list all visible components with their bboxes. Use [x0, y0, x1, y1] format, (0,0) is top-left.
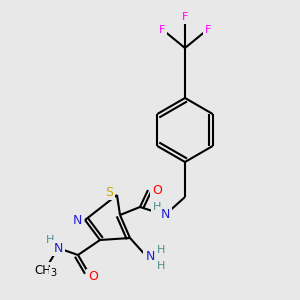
- Text: H: H: [153, 202, 161, 212]
- Text: H: H: [157, 261, 165, 271]
- Text: N: N: [53, 242, 63, 254]
- Text: O: O: [88, 271, 98, 284]
- Text: O: O: [152, 184, 162, 196]
- Text: F: F: [205, 25, 211, 35]
- Text: CH: CH: [34, 263, 52, 277]
- Text: 3: 3: [50, 268, 56, 278]
- Text: H: H: [157, 245, 165, 255]
- Text: N: N: [145, 250, 155, 263]
- Text: N: N: [160, 208, 170, 221]
- Text: F: F: [182, 12, 188, 22]
- Text: S: S: [105, 185, 113, 199]
- Text: H: H: [46, 235, 54, 245]
- Text: F: F: [159, 25, 165, 35]
- Text: N: N: [72, 214, 82, 226]
